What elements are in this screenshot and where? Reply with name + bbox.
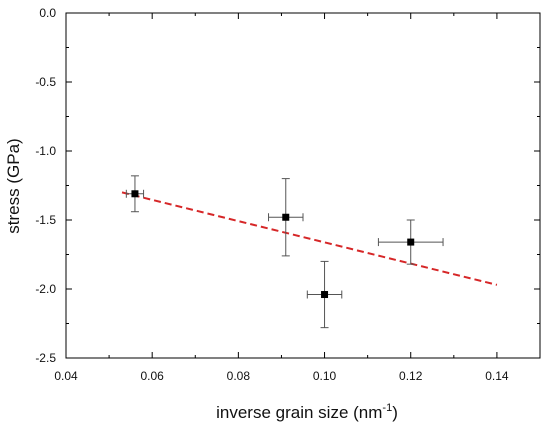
- square-marker: [131, 190, 139, 198]
- data-point: [125, 175, 145, 213]
- x-tick-label: 0.04: [54, 369, 78, 383]
- tick-marks: [65, 12, 541, 359]
- x-axis-title-main: inverse grain size (nm: [216, 403, 382, 422]
- data-point: [268, 178, 304, 257]
- y-tick-label: -1.0: [35, 144, 56, 158]
- y-tick-label: -2.0: [35, 282, 56, 296]
- x-tick-label: 0.14: [485, 369, 509, 383]
- x-tick-label: 0.06: [141, 369, 165, 383]
- y-tick-label: -1.5: [35, 213, 56, 227]
- plot-frame: [65, 12, 541, 359]
- square-marker: [282, 213, 290, 221]
- x-axis-title-superscript: -1: [382, 402, 392, 414]
- x-axis-title: inverse grain size (nm-1): [216, 402, 398, 422]
- data-points-layer: [125, 175, 444, 329]
- square-marker: [407, 238, 415, 246]
- x-tick-label: 0.10: [313, 369, 337, 383]
- fit-line-layer: [121, 191, 498, 286]
- tick-labels: 0.04 0.06 0.08 0.10 0.12 0.14 0.0 -0.5 -1.0 -1.5 -…: [35, 6, 509, 383]
- data-point: [377, 219, 444, 265]
- data-point: [306, 260, 343, 329]
- x-axis-title-suffix: ): [392, 403, 398, 422]
- y-tick-label: -0.5: [35, 75, 56, 89]
- y-axis-title: stress (GPa): [4, 138, 23, 233]
- y-tick-label: 0.0: [39, 6, 56, 20]
- y-tick-label: -2.5: [35, 351, 56, 365]
- x-tick-label: 0.12: [399, 369, 423, 383]
- fit-line: [121, 191, 498, 286]
- square-marker: [321, 291, 329, 299]
- x-tick-label: 0.08: [227, 369, 251, 383]
